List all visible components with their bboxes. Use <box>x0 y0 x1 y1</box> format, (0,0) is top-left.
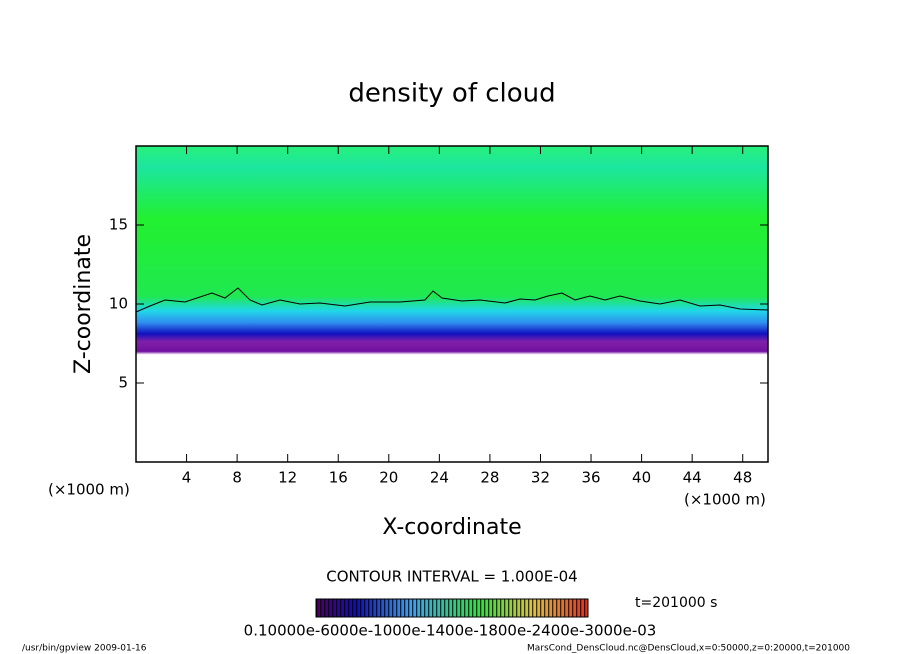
x-tick-label: 32 <box>531 469 550 487</box>
x-tick-label: 12 <box>278 469 297 487</box>
y-tick-label: 10 <box>109 295 128 313</box>
y-tick-label: 5 <box>118 374 128 392</box>
x-tick-label: 24 <box>430 469 449 487</box>
footer: MarsCond_DensCloud.nc@DensCloud,x=0:5000… <box>527 644 850 654</box>
x-unit: (×1000 m) <box>48 481 130 499</box>
x-tick-label: 48 <box>733 469 752 487</box>
x-tick-label: 20 <box>379 469 398 487</box>
x-tick-label: 8 <box>232 469 242 487</box>
time-label: t=201000 s <box>635 595 717 611</box>
x-tick-label: 36 <box>581 469 600 487</box>
x-tick-label: 28 <box>480 469 499 487</box>
x-tick-label: 4 <box>182 469 192 487</box>
x-axis-label: X-coordinate <box>382 515 521 540</box>
x-tick-label: 16 <box>329 469 348 487</box>
x-tick-label: 44 <box>683 469 702 487</box>
chart-title: density of cloud <box>348 79 555 109</box>
x-tick-label: 40 <box>632 469 651 487</box>
colorbar-frame <box>315 598 589 618</box>
y-tick-label: 15 <box>109 216 128 234</box>
density-field <box>136 146 768 355</box>
colorbar-labels: 0.10000e-6000e-1000e-1400e-1800e-2400e-3… <box>244 622 657 640</box>
y-axis-label: Z-coordinate <box>71 234 96 374</box>
contour-line <box>135 287 769 313</box>
x-unit: (×1000 m) <box>684 491 766 509</box>
contour-interval: CONTOUR INTERVAL = 1.000E-04 <box>326 568 577 586</box>
footer: /usr/bin/gpview 2009-01-16 <box>22 644 147 654</box>
